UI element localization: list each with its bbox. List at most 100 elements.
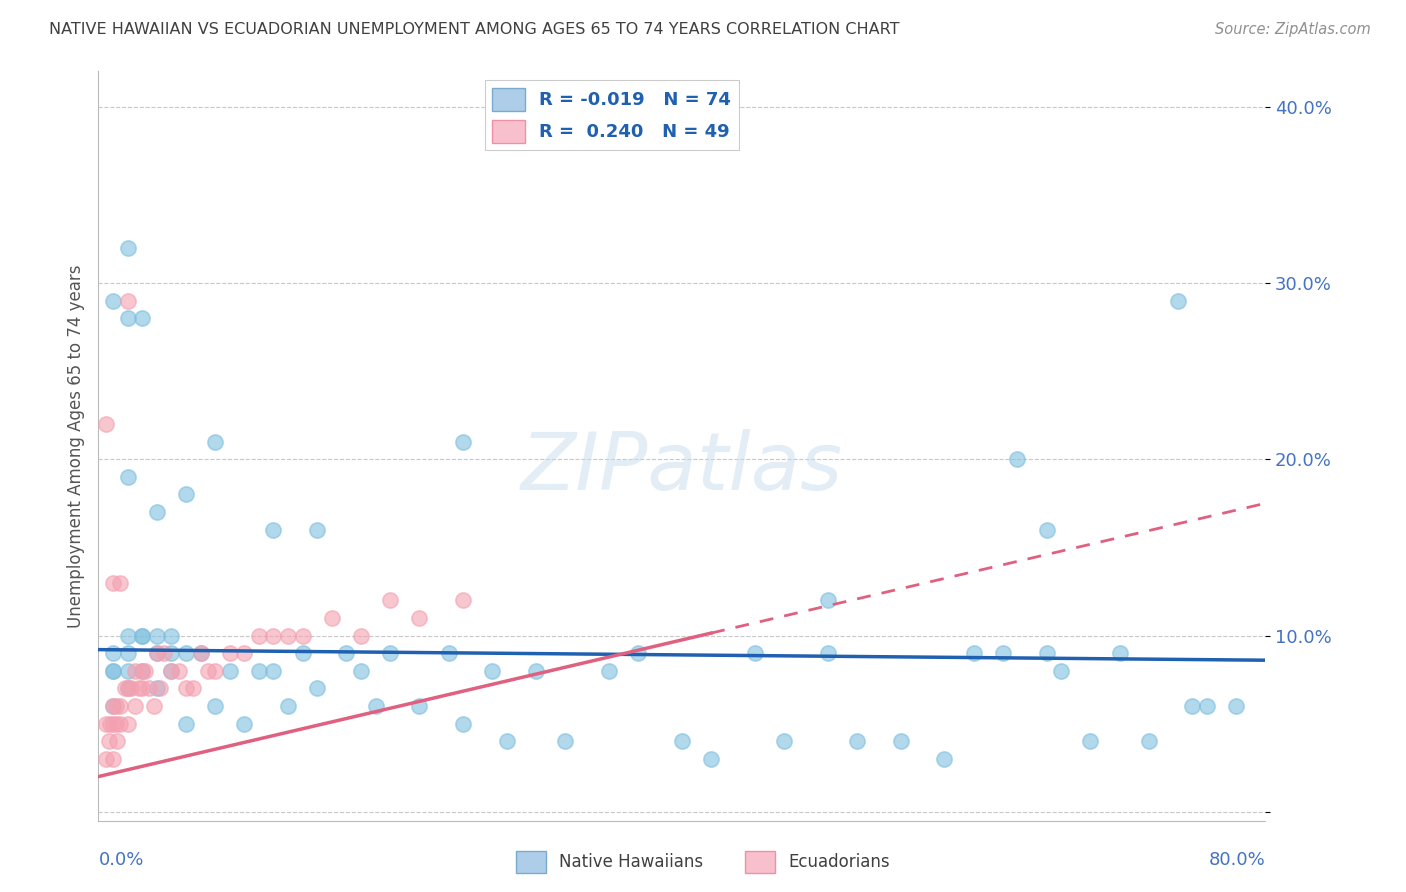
- Point: [364, 699, 387, 714]
- Point: [817, 593, 839, 607]
- Point: [117, 241, 139, 255]
- Point: [671, 734, 693, 748]
- Point: [174, 646, 197, 660]
- Point: [524, 664, 547, 678]
- Point: [146, 505, 169, 519]
- Point: [174, 716, 197, 731]
- Point: [117, 681, 139, 696]
- Point: [190, 646, 212, 660]
- Point: [204, 664, 226, 678]
- Point: [1080, 734, 1102, 748]
- Point: [408, 699, 430, 714]
- Point: [1108, 646, 1130, 660]
- Point: [101, 699, 124, 714]
- Point: [101, 575, 124, 590]
- Point: [204, 699, 226, 714]
- Point: [117, 681, 139, 696]
- Point: [153, 646, 176, 660]
- Point: [101, 699, 124, 714]
- Point: [131, 628, 153, 642]
- Point: [167, 664, 190, 678]
- Point: [101, 293, 124, 308]
- Point: [496, 734, 519, 748]
- Point: [146, 681, 169, 696]
- Point: [110, 716, 132, 731]
- Point: [817, 646, 839, 660]
- Point: [247, 664, 270, 678]
- Text: NATIVE HAWAIIAN VS ECUADORIAN UNEMPLOYMENT AMONG AGES 65 TO 74 YEARS CORRELATION: NATIVE HAWAIIAN VS ECUADORIAN UNEMPLOYME…: [49, 22, 900, 37]
- Point: [218, 646, 240, 660]
- Point: [124, 699, 146, 714]
- Point: [262, 523, 284, 537]
- Point: [131, 311, 153, 326]
- Point: [117, 716, 139, 731]
- Point: [451, 716, 474, 731]
- Point: [991, 646, 1014, 660]
- Point: [962, 646, 984, 660]
- Point: [124, 664, 146, 678]
- Point: [174, 487, 197, 501]
- Point: [627, 646, 650, 660]
- Point: [1007, 452, 1029, 467]
- Point: [98, 716, 121, 731]
- Point: [277, 699, 299, 714]
- Point: [380, 646, 402, 660]
- Point: [101, 664, 124, 678]
- Point: [350, 664, 373, 678]
- Point: [101, 716, 124, 731]
- Point: [114, 681, 136, 696]
- Point: [101, 646, 124, 660]
- Point: [110, 575, 132, 590]
- Point: [146, 628, 169, 642]
- Point: [700, 752, 723, 766]
- Point: [204, 434, 226, 449]
- Point: [197, 664, 219, 678]
- Point: [104, 699, 127, 714]
- Point: [94, 752, 117, 766]
- Point: [128, 681, 150, 696]
- Point: [146, 646, 169, 660]
- Point: [846, 734, 869, 748]
- Point: [101, 664, 124, 678]
- Point: [307, 523, 329, 537]
- Point: [94, 417, 117, 431]
- Point: [233, 716, 256, 731]
- Point: [451, 593, 474, 607]
- Point: [598, 664, 620, 678]
- Point: [138, 681, 160, 696]
- Point: [97, 734, 120, 748]
- Point: [131, 664, 153, 678]
- Y-axis label: Unemployment Among Ages 65 to 74 years: Unemployment Among Ages 65 to 74 years: [66, 264, 84, 628]
- Legend: R = -0.019   N = 74, R =  0.240   N = 49: R = -0.019 N = 74, R = 0.240 N = 49: [485, 80, 738, 150]
- Point: [105, 734, 128, 748]
- Point: [1167, 293, 1189, 308]
- Point: [160, 646, 183, 660]
- Point: [291, 646, 314, 660]
- Point: [554, 734, 576, 748]
- Point: [1050, 664, 1073, 678]
- Point: [380, 593, 402, 607]
- Point: [481, 664, 503, 678]
- Point: [160, 628, 183, 642]
- Point: [190, 646, 212, 660]
- Point: [120, 681, 142, 696]
- Point: [890, 734, 912, 748]
- Text: 0.0%: 0.0%: [98, 851, 143, 869]
- Point: [277, 628, 299, 642]
- Point: [94, 716, 117, 731]
- Point: [160, 664, 183, 678]
- Point: [110, 699, 132, 714]
- Point: [131, 664, 153, 678]
- Point: [117, 311, 139, 326]
- Point: [934, 752, 956, 766]
- Point: [181, 681, 204, 696]
- Point: [131, 628, 153, 642]
- Point: [262, 664, 284, 678]
- Point: [104, 716, 127, 731]
- Point: [451, 434, 474, 449]
- Point: [247, 628, 270, 642]
- Point: [335, 646, 357, 660]
- Point: [291, 628, 314, 642]
- Point: [321, 611, 343, 625]
- Point: [307, 681, 329, 696]
